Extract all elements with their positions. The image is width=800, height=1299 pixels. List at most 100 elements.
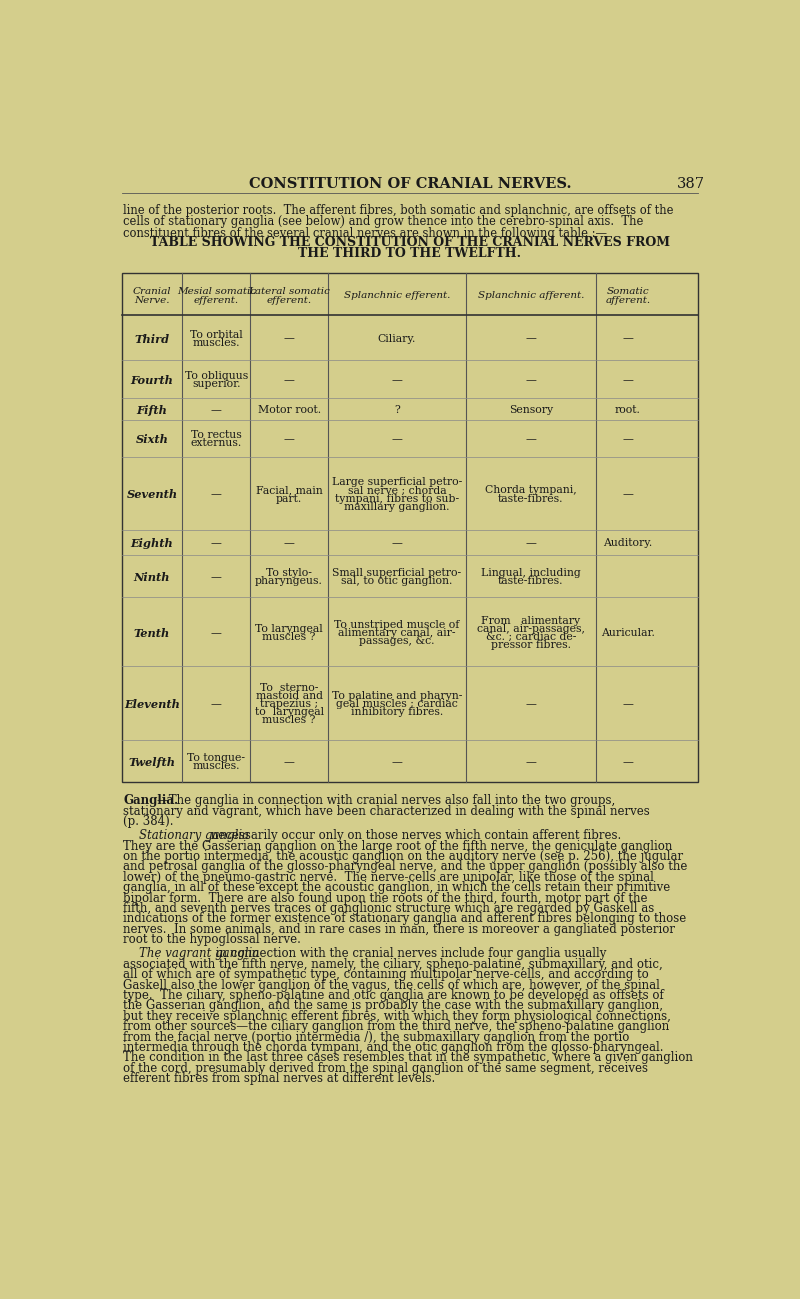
Text: To rectus: To rectus xyxy=(191,430,242,440)
Text: pressor fibres.: pressor fibres. xyxy=(491,640,571,650)
Text: —: — xyxy=(284,334,294,343)
Text: Twelfth: Twelfth xyxy=(129,757,175,768)
Text: THE THIRD TO THE TWELFTH.: THE THIRD TO THE TWELFTH. xyxy=(298,247,522,260)
Text: trapezius ;: trapezius ; xyxy=(260,699,318,709)
Text: —: — xyxy=(391,375,402,385)
Text: They are the Gasserian ganglion on the large root of the fifth nerve, the genicu: They are the Gasserian ganglion on the l… xyxy=(123,839,673,852)
Text: associated with the fifth nerve, namely, the ciliary, spheno-palatine, submaxill: associated with the fifth nerve, namely,… xyxy=(123,957,663,970)
Text: To unstriped muscle of: To unstriped muscle of xyxy=(334,620,459,630)
Text: Ninth: Ninth xyxy=(134,572,170,583)
Text: on the portio intermedia, the acoustic ganglion on the auditory nerve (see p. 25: on the portio intermedia, the acoustic g… xyxy=(123,850,683,863)
Text: Fourth: Fourth xyxy=(130,375,174,386)
Text: Lingual, including: Lingual, including xyxy=(481,568,581,578)
Text: —: — xyxy=(526,757,536,766)
Text: efferent.: efferent. xyxy=(194,296,239,305)
Text: type.  The ciliary, spheno-palatine and otic ganglia are known to be developed a: type. The ciliary, spheno-palatine and o… xyxy=(123,989,664,1002)
Text: fifth, and seventh nerves traces of ganglionic structure which are regarded by G: fifth, and seventh nerves traces of gang… xyxy=(123,902,654,914)
Text: —: — xyxy=(391,538,402,548)
Text: To laryngeal: To laryngeal xyxy=(255,624,323,634)
Text: muscles.: muscles. xyxy=(193,338,240,348)
Text: muscles ?: muscles ? xyxy=(262,714,316,725)
Text: canal, air-passages,: canal, air-passages, xyxy=(477,624,585,634)
Text: —: — xyxy=(526,334,536,343)
Text: —: — xyxy=(622,334,634,343)
Text: part.: part. xyxy=(276,494,302,504)
Text: —: — xyxy=(211,538,222,548)
Text: To  sterno-: To sterno- xyxy=(260,683,318,692)
Text: —: — xyxy=(391,434,402,444)
Text: —: — xyxy=(622,434,634,444)
Text: Cranial: Cranial xyxy=(133,287,171,296)
Text: Sensory: Sensory xyxy=(509,405,553,416)
Text: but they receive splanchnic efferent fibres, with which they form physiological : but they receive splanchnic efferent fib… xyxy=(123,1009,671,1022)
Text: cells of stationary ganglia (see below) and grow thence into the cerebro-spinal : cells of stationary ganglia (see below) … xyxy=(123,216,644,229)
Text: (p. 384).: (p. 384). xyxy=(123,814,174,827)
Text: Chorda tympani,: Chorda tympani, xyxy=(485,486,577,495)
Text: constituent fibres of the several cranial nerves are shown in the following tabl: constituent fibres of the several crania… xyxy=(123,227,607,240)
Text: To palatine and pharyn-: To palatine and pharyn- xyxy=(332,691,462,701)
Text: sal nerve ; chorda: sal nerve ; chorda xyxy=(347,486,446,495)
Text: To orbital: To orbital xyxy=(190,330,242,339)
Text: root to the hypoglossal nerve.: root to the hypoglossal nerve. xyxy=(123,933,301,946)
Text: taste-fibres.: taste-fibres. xyxy=(498,494,564,504)
Text: Large superficial petro-: Large superficial petro- xyxy=(332,477,462,487)
Text: ganglia, in all of these except the acoustic ganglion, in which the cells retain: ganglia, in all of these except the acou… xyxy=(123,881,670,894)
Text: —: — xyxy=(211,627,222,638)
Text: —: — xyxy=(622,490,634,500)
Text: taste-fibres.: taste-fibres. xyxy=(498,575,564,586)
Text: Nerve.: Nerve. xyxy=(134,296,170,305)
Text: Lateral somatic: Lateral somatic xyxy=(248,287,330,296)
Text: To obliquus: To obliquus xyxy=(185,372,248,381)
Text: inhibitory fibres.: inhibitory fibres. xyxy=(350,707,443,717)
Text: —: — xyxy=(211,699,222,709)
Text: —The ganglia in connection with cranial nerves also fall into the two groups,: —The ganglia in connection with cranial … xyxy=(158,794,616,807)
Text: afferent.: afferent. xyxy=(606,296,650,305)
Text: passages, &c.: passages, &c. xyxy=(359,635,434,646)
Text: To tongue-: To tongue- xyxy=(187,752,246,763)
Text: efferent.: efferent. xyxy=(266,296,312,305)
Text: Tenth: Tenth xyxy=(134,627,170,639)
Text: nerves.  In some animals, and in rare cases in man, there is moreover a gangliat: nerves. In some animals, and in rare cas… xyxy=(123,922,675,935)
Text: —: — xyxy=(211,572,222,582)
Text: Eighth: Eighth xyxy=(130,538,174,549)
Text: Ciliary.: Ciliary. xyxy=(378,334,416,343)
Text: from the facial nerve (portio intermedia /), the submaxillary ganglion from the : from the facial nerve (portio intermedia… xyxy=(123,1030,630,1043)
Text: bipolar form.  There are also found upon the roots of the third, fourth, motor p: bipolar form. There are also found upon … xyxy=(123,891,648,904)
Text: —: — xyxy=(622,699,634,709)
Text: stationary and vagrant, which have been characterized in dealing with the spinal: stationary and vagrant, which have been … xyxy=(123,804,650,817)
Text: and petrosal ganglia of the glosso-pharyngeal nerve, and the upper ganglion (pos: and petrosal ganglia of the glosso-phary… xyxy=(123,860,688,873)
Text: Fifth: Fifth xyxy=(137,405,167,416)
Text: Third: Third xyxy=(134,334,170,344)
Text: from other sources—the ciliary ganglion from the third nerve, the spheno-palatin: from other sources—the ciliary ganglion … xyxy=(123,1020,670,1033)
Text: Gaskell also the lower ganglion of the vagus, the cells of which are, however, o: Gaskell also the lower ganglion of the v… xyxy=(123,978,660,991)
Text: Auditory.: Auditory. xyxy=(603,538,653,548)
Text: necessarily occur only on those nerves which contain afferent fibres.: necessarily occur only on those nerves w… xyxy=(207,829,622,842)
Text: Auricular.: Auricular. xyxy=(601,627,654,638)
Text: intermedia through the chorda tympani, and the otic ganglion from the glosso-pha: intermedia through the chorda tympani, a… xyxy=(123,1040,664,1053)
Text: —: — xyxy=(211,490,222,500)
Text: Small superficial petro-: Small superficial petro- xyxy=(332,568,462,578)
Text: —: — xyxy=(284,434,294,444)
Text: Somatic: Somatic xyxy=(606,287,649,296)
Text: 387: 387 xyxy=(677,177,705,191)
Text: —: — xyxy=(526,434,536,444)
Text: Facial, main: Facial, main xyxy=(256,486,322,495)
Text: externus.: externus. xyxy=(190,439,242,448)
Bar xyxy=(122,273,698,782)
Text: line of the posterior roots.  The afferent fibres, both somatic and splanchnic, : line of the posterior roots. The afferen… xyxy=(123,204,674,217)
Text: Sixth: Sixth xyxy=(135,434,168,446)
Text: The vagrant ganglia: The vagrant ganglia xyxy=(138,947,259,960)
Text: —: — xyxy=(391,757,402,766)
Text: —: — xyxy=(211,405,222,416)
Text: —: — xyxy=(526,699,536,709)
Text: —: — xyxy=(284,757,294,766)
Text: Stationary ganglia: Stationary ganglia xyxy=(138,829,249,842)
Text: efferent fibres from spinal nerves at different levels.: efferent fibres from spinal nerves at di… xyxy=(123,1072,435,1085)
Text: root.: root. xyxy=(615,405,641,416)
Text: lower) of the pneumo-gastric nerve.  The nerve-cells are unipolar, like those of: lower) of the pneumo-gastric nerve. The … xyxy=(123,870,654,883)
Text: in connection with the cranial nerves include four ganglia usually: in connection with the cranial nerves in… xyxy=(212,947,606,960)
Text: To stylo-: To stylo- xyxy=(266,568,312,578)
Text: —: — xyxy=(284,375,294,385)
Text: —: — xyxy=(526,538,536,548)
Text: Motor root.: Motor root. xyxy=(258,405,321,416)
